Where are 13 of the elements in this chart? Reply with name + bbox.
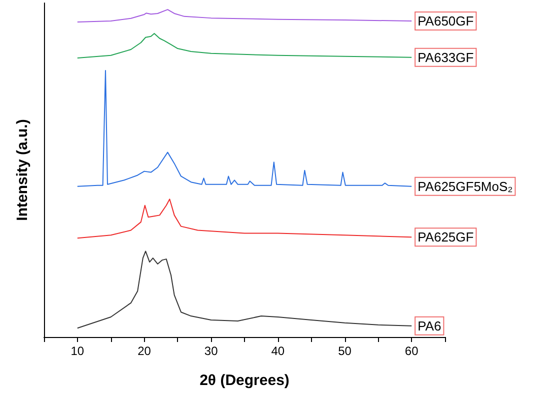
x-tick-label: 10 (70, 344, 84, 358)
x-tick-label: 60 (404, 344, 419, 358)
series-label: PA650GF (418, 14, 474, 29)
x-tick-label: 30 (204, 344, 218, 358)
series-label: PA633GF (418, 50, 474, 65)
x-axis-title: 2θ (Degrees) (200, 372, 290, 389)
series-label: PA6 (418, 318, 442, 334)
x-tick-label: 20 (138, 344, 152, 358)
series-label: PA625GF (418, 230, 474, 245)
x-tick-label: 40 (271, 344, 285, 358)
y-axis-title: Intensity (a.u.) (14, 119, 31, 221)
x-tick-label: 50 (338, 344, 352, 358)
series-label: PA625GF5MoS₂ (418, 178, 513, 194)
